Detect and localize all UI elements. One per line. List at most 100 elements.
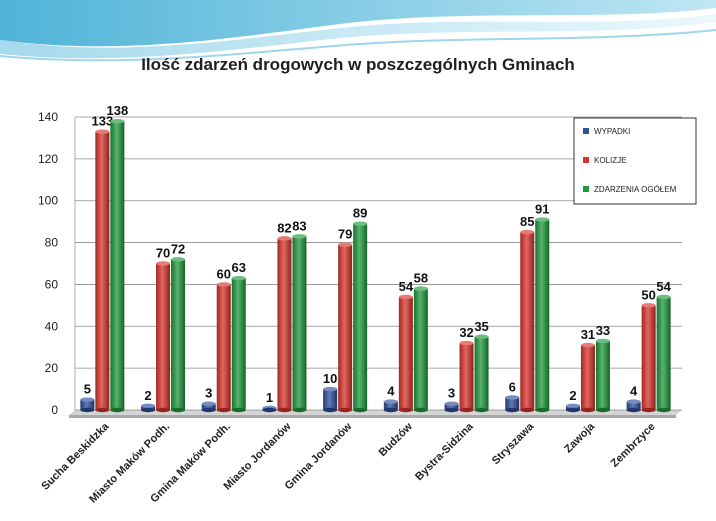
bar-zdarzenia-ogółem — [474, 336, 489, 410]
x-tick-label: Bystra-Sidzina — [413, 420, 476, 483]
bar-base — [641, 407, 656, 413]
data-label: 70 — [156, 246, 170, 261]
x-tick-label: Zawoja — [562, 420, 597, 455]
data-label: 79 — [338, 227, 352, 242]
data-label: 1 — [266, 390, 273, 405]
data-label: 54 — [656, 279, 671, 294]
data-label: 2 — [144, 388, 151, 403]
bar-base — [141, 407, 156, 413]
data-label: 5 — [84, 382, 91, 397]
data-label: 91 — [535, 202, 549, 217]
data-label: 33 — [596, 323, 610, 338]
bar-base — [520, 407, 535, 413]
bar-cap — [398, 294, 413, 300]
bar-cap — [474, 334, 489, 339]
data-label: 31 — [581, 327, 595, 342]
wave-decoration — [0, 0, 716, 62]
bar-zdarzenia-ogółem — [171, 259, 186, 410]
bar-base — [201, 407, 216, 413]
data-label: 10 — [323, 371, 337, 386]
legend-swatch — [583, 128, 589, 134]
y-tick-label: 100 — [38, 194, 58, 208]
bar-cap — [353, 221, 368, 226]
bar-cap — [277, 236, 292, 241]
bar-base — [595, 407, 610, 413]
legend-swatch — [583, 157, 589, 163]
legend: WYPADKI KOLIZJE ZDARZENIA OGÓŁEM — [573, 117, 697, 205]
data-label: 54 — [399, 279, 414, 294]
data-label: 83 — [292, 218, 306, 233]
data-label: 138 — [106, 103, 128, 118]
bar-cap — [95, 129, 110, 134]
bar-base — [353, 407, 368, 413]
x-tick-label: Zembrzyce — [609, 421, 658, 470]
bar-base — [80, 407, 95, 413]
y-tick-label: 0 — [51, 403, 58, 417]
chart-floor-edge — [69, 415, 676, 418]
bar-kolizje — [641, 305, 656, 410]
data-label: 85 — [520, 214, 534, 229]
bar-cap — [231, 275, 246, 281]
data-label: 133 — [91, 114, 113, 129]
data-label: 2 — [569, 388, 576, 403]
data-label: 35 — [474, 319, 488, 334]
bar-cap — [459, 340, 474, 346]
data-label: 4 — [387, 384, 395, 399]
bar-cap — [444, 401, 459, 406]
bar-cap — [626, 399, 641, 404]
bar-base — [398, 407, 413, 413]
bar-cap — [216, 282, 231, 287]
bar-base — [292, 407, 307, 413]
bar-kolizje — [580, 345, 595, 410]
bar-kolizje — [459, 343, 474, 410]
legend-label: WYPADKI — [594, 127, 630, 136]
bar-base — [231, 407, 246, 413]
bar-wypadki — [626, 401, 641, 410]
bar-cap — [171, 257, 186, 262]
y-tick-label: 20 — [45, 361, 59, 375]
bar-cap — [110, 118, 125, 124]
data-label: 4 — [630, 384, 638, 399]
bar-base — [474, 407, 489, 413]
bar-cap — [520, 229, 535, 235]
bar-wypadki — [505, 397, 520, 410]
bar-cap — [641, 303, 656, 308]
x-tick-label: Miasto Jordanów — [222, 420, 294, 492]
bar-zdarzenia-ogółem — [292, 236, 307, 410]
bar-cap — [338, 242, 353, 247]
data-label: 3 — [448, 386, 455, 401]
data-label: 50 — [641, 287, 655, 302]
data-label: 58 — [414, 271, 428, 286]
bar-cap — [383, 399, 398, 404]
y-tick-label: 80 — [45, 236, 59, 250]
bar-kolizje — [338, 244, 353, 410]
bar-zdarzenia-ogółem — [413, 288, 428, 410]
data-label: 3 — [205, 386, 212, 401]
bar-cap — [80, 397, 95, 402]
bar-base — [656, 407, 671, 413]
bar-wypadki — [383, 401, 398, 410]
data-label: 72 — [171, 241, 185, 256]
bar-cap — [595, 338, 610, 344]
bar-base — [626, 407, 641, 413]
bar-wypadki — [444, 403, 459, 410]
data-label: 89 — [353, 206, 367, 221]
bar-cap — [141, 403, 156, 409]
bar-base — [535, 407, 550, 413]
bar-zdarzenia-ogółem — [656, 296, 671, 410]
bar-wypadki — [323, 389, 338, 410]
bar-base — [323, 407, 338, 413]
bar-base — [565, 407, 580, 413]
data-label: 6 — [509, 379, 516, 394]
bar-cap — [505, 395, 520, 400]
bar-kolizje — [95, 131, 110, 410]
bar-cap — [565, 403, 580, 409]
bar-cap — [323, 386, 338, 392]
bar-kolizje — [277, 238, 292, 410]
bar-cap — [156, 261, 171, 266]
bar-base — [95, 407, 110, 413]
data-label: 60 — [217, 266, 231, 281]
y-tick-label: 60 — [45, 277, 59, 291]
legend-label: ZDARZENIA OGÓŁEM — [594, 185, 677, 194]
bar-base — [262, 407, 277, 413]
